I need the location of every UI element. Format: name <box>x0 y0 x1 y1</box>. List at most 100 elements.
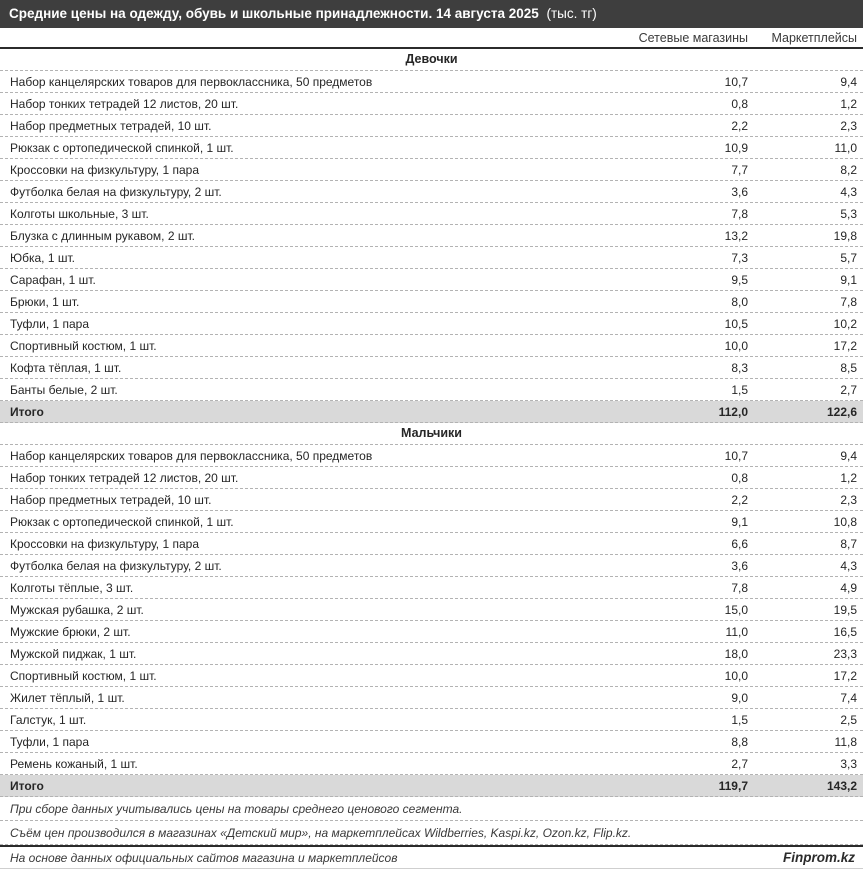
marketplace-value: 1,2 <box>840 96 857 111</box>
chain-store-value: 119,7 <box>718 778 748 793</box>
chain-store-value: 7,8 <box>731 580 748 595</box>
table-row: Туфли, 1 пара 10,5 10,2 <box>0 313 863 335</box>
chain-store-value: 2,2 <box>731 492 748 507</box>
chain-stores-column-header: Сетевые магазины <box>638 30 748 45</box>
table-row: Ремень кожаный, 1 шт. 2,7 3,3 <box>0 753 863 775</box>
item-label: Рюкзак с ортопедической спинкой, 1 шт. <box>10 140 234 155</box>
item-label: Набор тонких тетрадей 12 листов, 20 шт. <box>10 96 239 111</box>
marketplace-value: 4,3 <box>840 558 857 573</box>
marketplace-value: 23,3 <box>833 646 857 661</box>
item-label: Ремень кожаный, 1 шт. <box>10 756 138 771</box>
marketplace-value: 17,2 <box>833 338 857 353</box>
marketplaces-column-header: Маркетплейсы <box>771 30 857 45</box>
chain-store-value: 7,8 <box>731 206 748 221</box>
marketplace-value: 7,8 <box>840 294 857 309</box>
table-row: Банты белые, 2 шт. 1,5 2,7 <box>0 379 863 401</box>
item-label: Мужская рубашка, 2 шт. <box>10 602 144 617</box>
marketplace-value: 17,2 <box>833 668 857 683</box>
chain-store-value: 9,0 <box>731 690 748 705</box>
marketplace-value: 4,9 <box>840 580 857 595</box>
item-label: Рюкзак с ортопедической спинкой, 1 шт. <box>10 514 234 529</box>
chain-store-value: 10,5 <box>724 316 748 331</box>
chain-store-value: 1,5 <box>731 382 748 397</box>
marketplace-value: 10,2 <box>833 316 857 331</box>
item-label: Банты белые, 2 шт. <box>10 382 118 397</box>
item-label: Набор тонких тетрадей 12 листов, 20 шт. <box>10 470 239 485</box>
item-label: Жилет тёплый, 1 шт. <box>10 690 125 705</box>
marketplace-value: 19,5 <box>833 602 857 617</box>
table-row: Брюки, 1 шт. 8,0 7,8 <box>0 291 863 313</box>
chain-store-value: 0,8 <box>731 470 748 485</box>
chain-store-value: 10,0 <box>724 338 748 353</box>
section-header: Девочки <box>0 49 863 71</box>
table-row: Мужской пиджак, 1 шт. 18,0 23,3 <box>0 643 863 665</box>
table-column-headers: Сетевые магазины Маркетплейсы <box>0 28 863 49</box>
chain-store-value: 9,5 <box>731 272 748 287</box>
table-row: Сарафан, 1 шт. 9,5 9,1 <box>0 269 863 291</box>
item-label: Юбка, 1 шт. <box>10 250 75 265</box>
marketplace-value: 8,2 <box>840 162 857 177</box>
item-label: Колготы тёплые, 3 шт. <box>10 580 134 595</box>
chain-store-value: 7,7 <box>731 162 748 177</box>
table-row: Спортивный костюм, 1 шт. 10,0 17,2 <box>0 335 863 357</box>
table-row: Мужские брюки, 2 шт. 11,0 16,5 <box>0 621 863 643</box>
item-label: Футболка белая на физкультуру, 2 шт. <box>10 558 222 573</box>
table-row: Колготы школьные, 3 шт. 7,8 5,3 <box>0 203 863 225</box>
item-label: Колготы школьные, 3 шт. <box>10 206 149 221</box>
chain-store-value: 6,6 <box>731 536 748 551</box>
item-label: Брюки, 1 шт. <box>10 294 80 309</box>
item-label: Кроссовки на физкультуру, 1 пара <box>10 536 199 551</box>
chain-store-value: 18,0 <box>724 646 748 661</box>
marketplace-value: 9,4 <box>840 448 857 463</box>
chain-store-value: 8,8 <box>731 734 748 749</box>
chain-store-value: 9,1 <box>731 514 748 529</box>
item-label: Набор канцелярских товаров для первоклас… <box>10 74 373 89</box>
chain-store-value: 0,8 <box>731 96 748 111</box>
table-row: Юбка, 1 шт. 7,3 5,7 <box>0 247 863 269</box>
table-row: Набор предметных тетрадей, 10 шт. 2,2 2,… <box>0 489 863 511</box>
chain-store-value: 3,6 <box>731 184 748 199</box>
table-row: Набор канцелярских товаров для первоклас… <box>0 445 863 467</box>
table-row: Набор тонких тетрадей 12 листов, 20 шт. … <box>0 467 863 489</box>
item-label: Набор канцелярских товаров для первоклас… <box>10 448 373 463</box>
item-label: Туфли, 1 пара <box>10 316 90 331</box>
brand-logo: Finprom.kz <box>782 850 855 865</box>
chain-store-value: 112,0 <box>718 404 748 419</box>
marketplace-value: 2,3 <box>840 118 857 133</box>
marketplace-value: 5,7 <box>840 250 857 265</box>
marketplace-value: 11,8 <box>834 734 857 749</box>
footnote-stores: Съём цен производился в магазинах «Детск… <box>0 821 863 845</box>
section-title: Мальчики <box>401 426 462 440</box>
table-row: Футболка белая на физкультуру, 2 шт. 3,6… <box>0 555 863 577</box>
table-row: Кроссовки на физкультуру, 1 пара 7,7 8,2 <box>0 159 863 181</box>
page-title: Средние цены на одежду, обувь и школьные… <box>9 6 539 21</box>
table-row: Кроссовки на физкультуру, 1 пара 6,6 8,7 <box>0 533 863 555</box>
item-label: Итого <box>10 404 44 419</box>
chain-store-value: 10,0 <box>724 668 748 683</box>
table-row: Набор предметных тетрадей, 10 шт. 2,2 2,… <box>0 115 863 137</box>
marketplace-value: 143,2 <box>826 778 857 793</box>
marketplace-value: 2,5 <box>840 712 857 727</box>
item-label: Спортивный костюм, 1 шт. <box>10 668 157 683</box>
item-label: Кофта тёплая, 1 шт. <box>10 360 122 375</box>
item-label: Итого <box>10 778 44 793</box>
marketplace-value: 7,4 <box>840 690 857 705</box>
table-row: Галстук, 1 шт. 1,5 2,5 <box>0 709 863 731</box>
item-label: Спортивный костюм, 1 шт. <box>10 338 157 353</box>
footnote-text: Съём цен производился в магазинах «Детск… <box>10 825 632 840</box>
table-row: Набор тонких тетрадей 12 листов, 20 шт. … <box>0 93 863 115</box>
marketplace-value: 3,3 <box>840 756 857 771</box>
marketplace-value: 5,3 <box>840 206 857 221</box>
table-row: Рюкзак с ортопедической спинкой, 1 шт. 9… <box>0 511 863 533</box>
marketplace-value: 16,5 <box>833 624 857 639</box>
item-label: Набор предметных тетрадей, 10 шт. <box>10 492 212 507</box>
chain-store-value: 3,6 <box>731 558 748 573</box>
item-label: Сарафан, 1 шт. <box>10 272 96 287</box>
total-row: Итого 119,7 143,2 <box>0 775 863 797</box>
marketplace-value: 11,0 <box>834 140 857 155</box>
chain-store-value: 2,2 <box>731 118 748 133</box>
title-unit: (тыс. тг) <box>546 6 597 21</box>
marketplace-value: 10,8 <box>833 514 857 529</box>
marketplace-value: 19,8 <box>833 228 857 243</box>
